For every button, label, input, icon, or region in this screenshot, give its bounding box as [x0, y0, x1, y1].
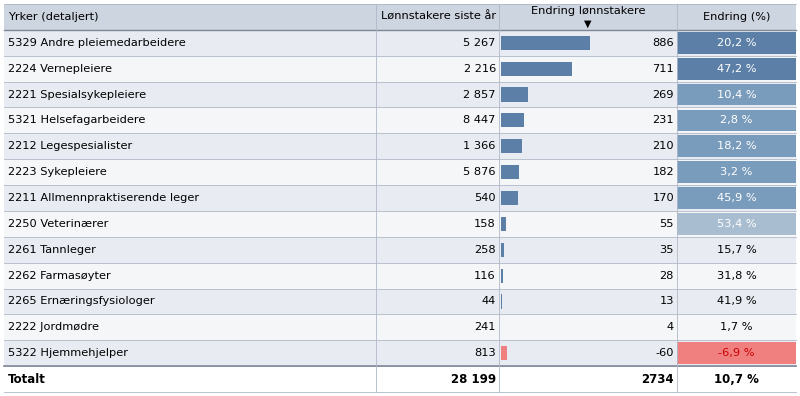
Bar [677, 32, 796, 53]
Bar [501, 217, 506, 231]
Bar [501, 61, 572, 76]
Bar [501, 88, 528, 102]
Bar [4, 133, 796, 159]
Text: 1,7 %: 1,7 % [720, 322, 753, 332]
Bar [4, 30, 796, 56]
Text: 886: 886 [652, 38, 674, 48]
Text: 116: 116 [474, 270, 496, 281]
Text: 44: 44 [482, 297, 496, 307]
Text: 2 857: 2 857 [463, 89, 496, 99]
Bar [501, 191, 518, 205]
Bar [501, 113, 524, 128]
Text: 5 267: 5 267 [463, 38, 496, 48]
Text: 182: 182 [652, 167, 674, 177]
Text: 2 216: 2 216 [463, 64, 496, 74]
Text: -60: -60 [655, 348, 674, 358]
Bar [4, 263, 796, 289]
Text: 10,7 %: 10,7 % [714, 373, 759, 386]
Text: 2212 Legespesialister: 2212 Legespesialister [8, 141, 132, 151]
Text: 5329 Andre pleiemedarbeidere: 5329 Andre pleiemedarbeidere [8, 38, 186, 48]
Text: ▼: ▼ [584, 18, 592, 29]
Bar [4, 107, 796, 133]
Text: 55: 55 [659, 219, 674, 229]
Bar [501, 294, 502, 308]
Text: 47,2 %: 47,2 % [717, 64, 756, 74]
Text: 2,8 %: 2,8 % [721, 115, 753, 126]
Text: 4: 4 [667, 322, 674, 332]
Bar [4, 82, 796, 107]
Bar [501, 36, 590, 50]
Text: 711: 711 [652, 64, 674, 74]
Bar [677, 213, 796, 235]
Text: 170: 170 [652, 193, 674, 203]
Text: 241: 241 [474, 322, 496, 332]
Text: 2211 Allmennpraktiserende leger: 2211 Allmennpraktiserende leger [8, 193, 199, 203]
Text: -6,9 %: -6,9 % [718, 348, 755, 358]
Bar [501, 346, 506, 360]
Bar [4, 211, 796, 237]
Text: 31,8 %: 31,8 % [717, 270, 757, 281]
Text: 2221 Spesialsykepleiere: 2221 Spesialsykepleiere [8, 89, 146, 99]
Bar [677, 135, 796, 157]
Bar [677, 84, 796, 105]
Text: 35: 35 [659, 245, 674, 255]
Bar [4, 185, 796, 211]
Bar [4, 366, 796, 392]
Text: 28: 28 [660, 270, 674, 281]
Text: 13: 13 [659, 297, 674, 307]
Text: 231: 231 [652, 115, 674, 126]
Text: 20,2 %: 20,2 % [717, 38, 756, 48]
Text: 18,2 %: 18,2 % [717, 141, 757, 151]
Text: Totalt: Totalt [8, 373, 46, 386]
Text: 3,2 %: 3,2 % [721, 167, 753, 177]
Text: 5321 Helsefagarbeidere: 5321 Helsefagarbeidere [8, 115, 146, 126]
Bar [677, 187, 796, 209]
Text: 210: 210 [652, 141, 674, 151]
Text: 10,4 %: 10,4 % [717, 89, 757, 99]
Text: 28 199: 28 199 [450, 373, 496, 386]
Text: Endring (%): Endring (%) [703, 12, 770, 22]
Bar [677, 110, 796, 131]
Bar [4, 340, 796, 366]
Bar [501, 268, 503, 283]
Text: 540: 540 [474, 193, 496, 203]
Text: 269: 269 [653, 89, 674, 99]
Text: 258: 258 [474, 245, 496, 255]
Bar [4, 4, 796, 30]
Text: Lønnstakere siste år: Lønnstakere siste år [381, 12, 496, 22]
Bar [4, 56, 796, 82]
Text: 5322 Hjemmehjelper: 5322 Hjemmehjelper [8, 348, 128, 358]
Bar [501, 139, 522, 153]
Bar [4, 314, 796, 340]
Text: 1 366: 1 366 [463, 141, 496, 151]
Text: 2734: 2734 [642, 373, 674, 386]
Text: 2250 Veterinærer: 2250 Veterinærer [8, 219, 108, 229]
Bar [677, 343, 796, 364]
Text: 2261 Tannleger: 2261 Tannleger [8, 245, 96, 255]
Text: 813: 813 [474, 348, 496, 358]
Bar [4, 289, 796, 314]
Text: 2262 Farmasøyter: 2262 Farmasøyter [8, 270, 110, 281]
Bar [501, 165, 519, 179]
Text: 2265 Ernæringsfysiologer: 2265 Ernæringsfysiologer [8, 297, 154, 307]
Bar [501, 243, 504, 257]
Text: 2222 Jordmødre: 2222 Jordmødre [8, 322, 99, 332]
Text: 8 447: 8 447 [463, 115, 496, 126]
Text: 2224 Vernepleiere: 2224 Vernepleiere [8, 64, 112, 74]
Text: 53,4 %: 53,4 % [717, 219, 757, 229]
Bar [677, 58, 796, 80]
Text: 2223 Sykepleiere: 2223 Sykepleiere [8, 167, 106, 177]
Text: Endring lønnstakere: Endring lønnstakere [531, 6, 646, 16]
Bar [4, 159, 796, 185]
Text: 158: 158 [474, 219, 496, 229]
Text: 15,7 %: 15,7 % [717, 245, 757, 255]
Text: 41,9 %: 41,9 % [717, 297, 757, 307]
Bar [4, 237, 796, 263]
Text: Yrker (detaljert): Yrker (detaljert) [8, 12, 98, 22]
Text: 5 876: 5 876 [463, 167, 496, 177]
Bar [677, 161, 796, 183]
Text: 45,9 %: 45,9 % [717, 193, 757, 203]
